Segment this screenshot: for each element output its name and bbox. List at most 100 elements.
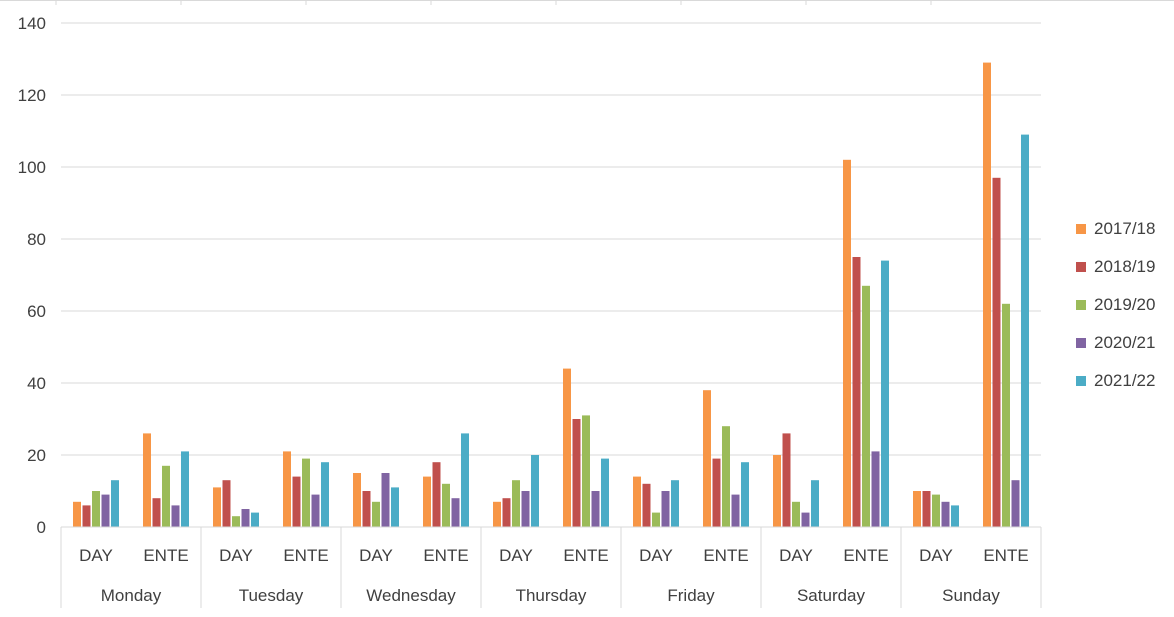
bar-2020-21-wednesday-day	[381, 473, 390, 527]
legend-item: 2018/19	[1076, 256, 1172, 294]
bar-2019-20-saturday-ente	[862, 285, 870, 527]
bar-2017-18-friday-day	[633, 476, 641, 527]
bar-2018-19-saturday-ente	[852, 257, 861, 527]
bar-2020-21-monday-ente	[171, 505, 180, 527]
bar-2017-18-wednesday-ente	[423, 476, 431, 527]
bar-2018-19-wednesday-day	[362, 491, 371, 527]
x-tick-label: ENTE	[983, 546, 1028, 565]
group-label: Saturday	[797, 586, 866, 605]
bar-2019-20-sunday-day	[932, 494, 940, 527]
bar-2020-21-sunday-day	[941, 501, 950, 527]
bar-2021-22-friday-day	[671, 480, 679, 527]
bar-2018-19-thursday-ente	[572, 419, 581, 527]
bar-2018-19-tuesday-day	[222, 480, 231, 527]
bar-2018-19-saturday-day	[782, 433, 791, 527]
bar-2017-18-tuesday-ente	[283, 451, 291, 527]
bar-2020-21-friday-day	[661, 491, 670, 527]
top-border	[0, 0, 1174, 1]
y-tick-label: 120	[18, 86, 46, 105]
group-label: Tuesday	[239, 586, 304, 605]
bar-2019-20-wednesday-day	[372, 501, 380, 527]
group-label: Thursday	[516, 586, 587, 605]
legend-label: 2018/19	[1094, 257, 1156, 276]
bar-2019-20-thursday-day	[512, 480, 520, 527]
legend-label: 2021/22	[1094, 371, 1156, 390]
group-label: Friday	[667, 586, 715, 605]
legend-label: 2019/20	[1094, 295, 1156, 314]
bar-2017-18-saturday-day	[773, 455, 781, 527]
group-label: Sunday	[942, 586, 1000, 605]
y-tick-label: 140	[18, 14, 46, 33]
x-tick-label: DAY	[779, 546, 813, 565]
bar-2021-22-wednesday-day	[391, 487, 399, 527]
legend-swatch	[1076, 300, 1086, 310]
legend: 2017/18 2018/19 2019/20 2020/21 2021/22	[1076, 218, 1172, 408]
bar-2017-18-sunday-day	[913, 491, 921, 527]
x-tick-label: DAY	[639, 546, 673, 565]
bar-2020-21-tuesday-ente	[311, 494, 320, 527]
legend-swatch	[1076, 262, 1086, 272]
bar-2021-22-friday-ente	[741, 462, 749, 527]
bar-2017-18-sunday-ente	[983, 62, 991, 527]
bar-2017-18-friday-ente	[703, 390, 711, 527]
bar-2021-22-tuesday-ente	[321, 462, 329, 527]
bar-2020-21-wednesday-ente	[451, 498, 460, 527]
bar-2021-22-monday-ente	[181, 451, 189, 527]
x-tick-label: ENTE	[843, 546, 888, 565]
legend-item: 2017/18	[1076, 218, 1172, 256]
bar-2020-21-thursday-ente	[591, 491, 600, 527]
bar-2018-19-sunday-ente	[992, 177, 1001, 528]
bar-2018-19-sunday-day	[922, 491, 931, 527]
group-label: Monday	[101, 586, 162, 605]
bar-2021-22-wednesday-ente	[461, 433, 469, 527]
x-tick-label: DAY	[219, 546, 253, 565]
bar-2020-21-saturday-ente	[871, 451, 880, 527]
bar-2019-20-sunday-ente	[1002, 303, 1010, 527]
legend-swatch	[1076, 224, 1086, 234]
bar-2021-22-thursday-ente	[601, 458, 609, 527]
bar-2018-19-friday-day	[642, 483, 651, 527]
bar-2021-22-sunday-ente	[1021, 134, 1029, 527]
bar-2019-20-thursday-ente	[582, 415, 590, 527]
bar-2017-18-monday-ente	[143, 433, 151, 527]
bar-2017-18-tuesday-day	[213, 487, 221, 527]
y-tick-label: 0	[37, 518, 46, 537]
bar-chart: 0 20 40 60 80 100 120 140 DAY ENTE DAY ENTE DAY ENTE D…	[18, 0, 1042, 608]
group-label: Wednesday	[366, 586, 456, 605]
x-tick-label: ENTE	[703, 546, 748, 565]
bar-2020-21-friday-ente	[731, 494, 740, 527]
bar-2018-19-monday-day	[82, 505, 91, 527]
bar-2020-21-sunday-ente	[1011, 480, 1020, 527]
x-tick-label: ENTE	[563, 546, 608, 565]
bar-2021-22-saturday-ente	[881, 260, 889, 527]
bar-2018-19-friday-ente	[712, 458, 721, 527]
bar-2018-19-monday-ente	[152, 498, 161, 527]
legend-item: 2021/22	[1076, 370, 1172, 408]
bar-2019-20-saturday-day	[792, 501, 800, 527]
x-tick-label: ENTE	[423, 546, 468, 565]
y-tick-label: 60	[27, 302, 46, 321]
bar-2018-19-thursday-day	[502, 498, 511, 527]
bar-2021-22-sunday-day	[951, 505, 959, 527]
x-tick-label: ENTE	[283, 546, 328, 565]
legend-swatch	[1076, 338, 1086, 348]
bar-2018-19-wednesday-ente	[432, 462, 441, 527]
x-tick-label: DAY	[919, 546, 953, 565]
bar-2020-21-monday-day	[101, 494, 110, 527]
bar-2019-20-friday-day	[652, 512, 660, 527]
bar-2019-20-tuesday-day	[232, 516, 240, 527]
legend-item: 2020/21	[1076, 332, 1172, 370]
bar-2021-22-thursday-day	[531, 455, 539, 527]
bar-2017-18-thursday-day	[493, 501, 501, 527]
bar-2017-18-saturday-ente	[843, 159, 851, 528]
legend-label: 2020/21	[1094, 333, 1156, 352]
bar-2020-21-tuesday-day	[241, 509, 250, 527]
bar-2019-20-monday-day	[92, 491, 100, 527]
x-tick-label: DAY	[499, 546, 533, 565]
y-tick-label: 100	[18, 158, 46, 177]
y-tick-label: 80	[27, 230, 46, 249]
bar-2021-22-monday-day	[111, 480, 119, 527]
legend-swatch	[1076, 376, 1086, 386]
bar-2021-22-saturday-day	[811, 480, 819, 527]
bar-2019-20-friday-ente	[722, 426, 730, 527]
